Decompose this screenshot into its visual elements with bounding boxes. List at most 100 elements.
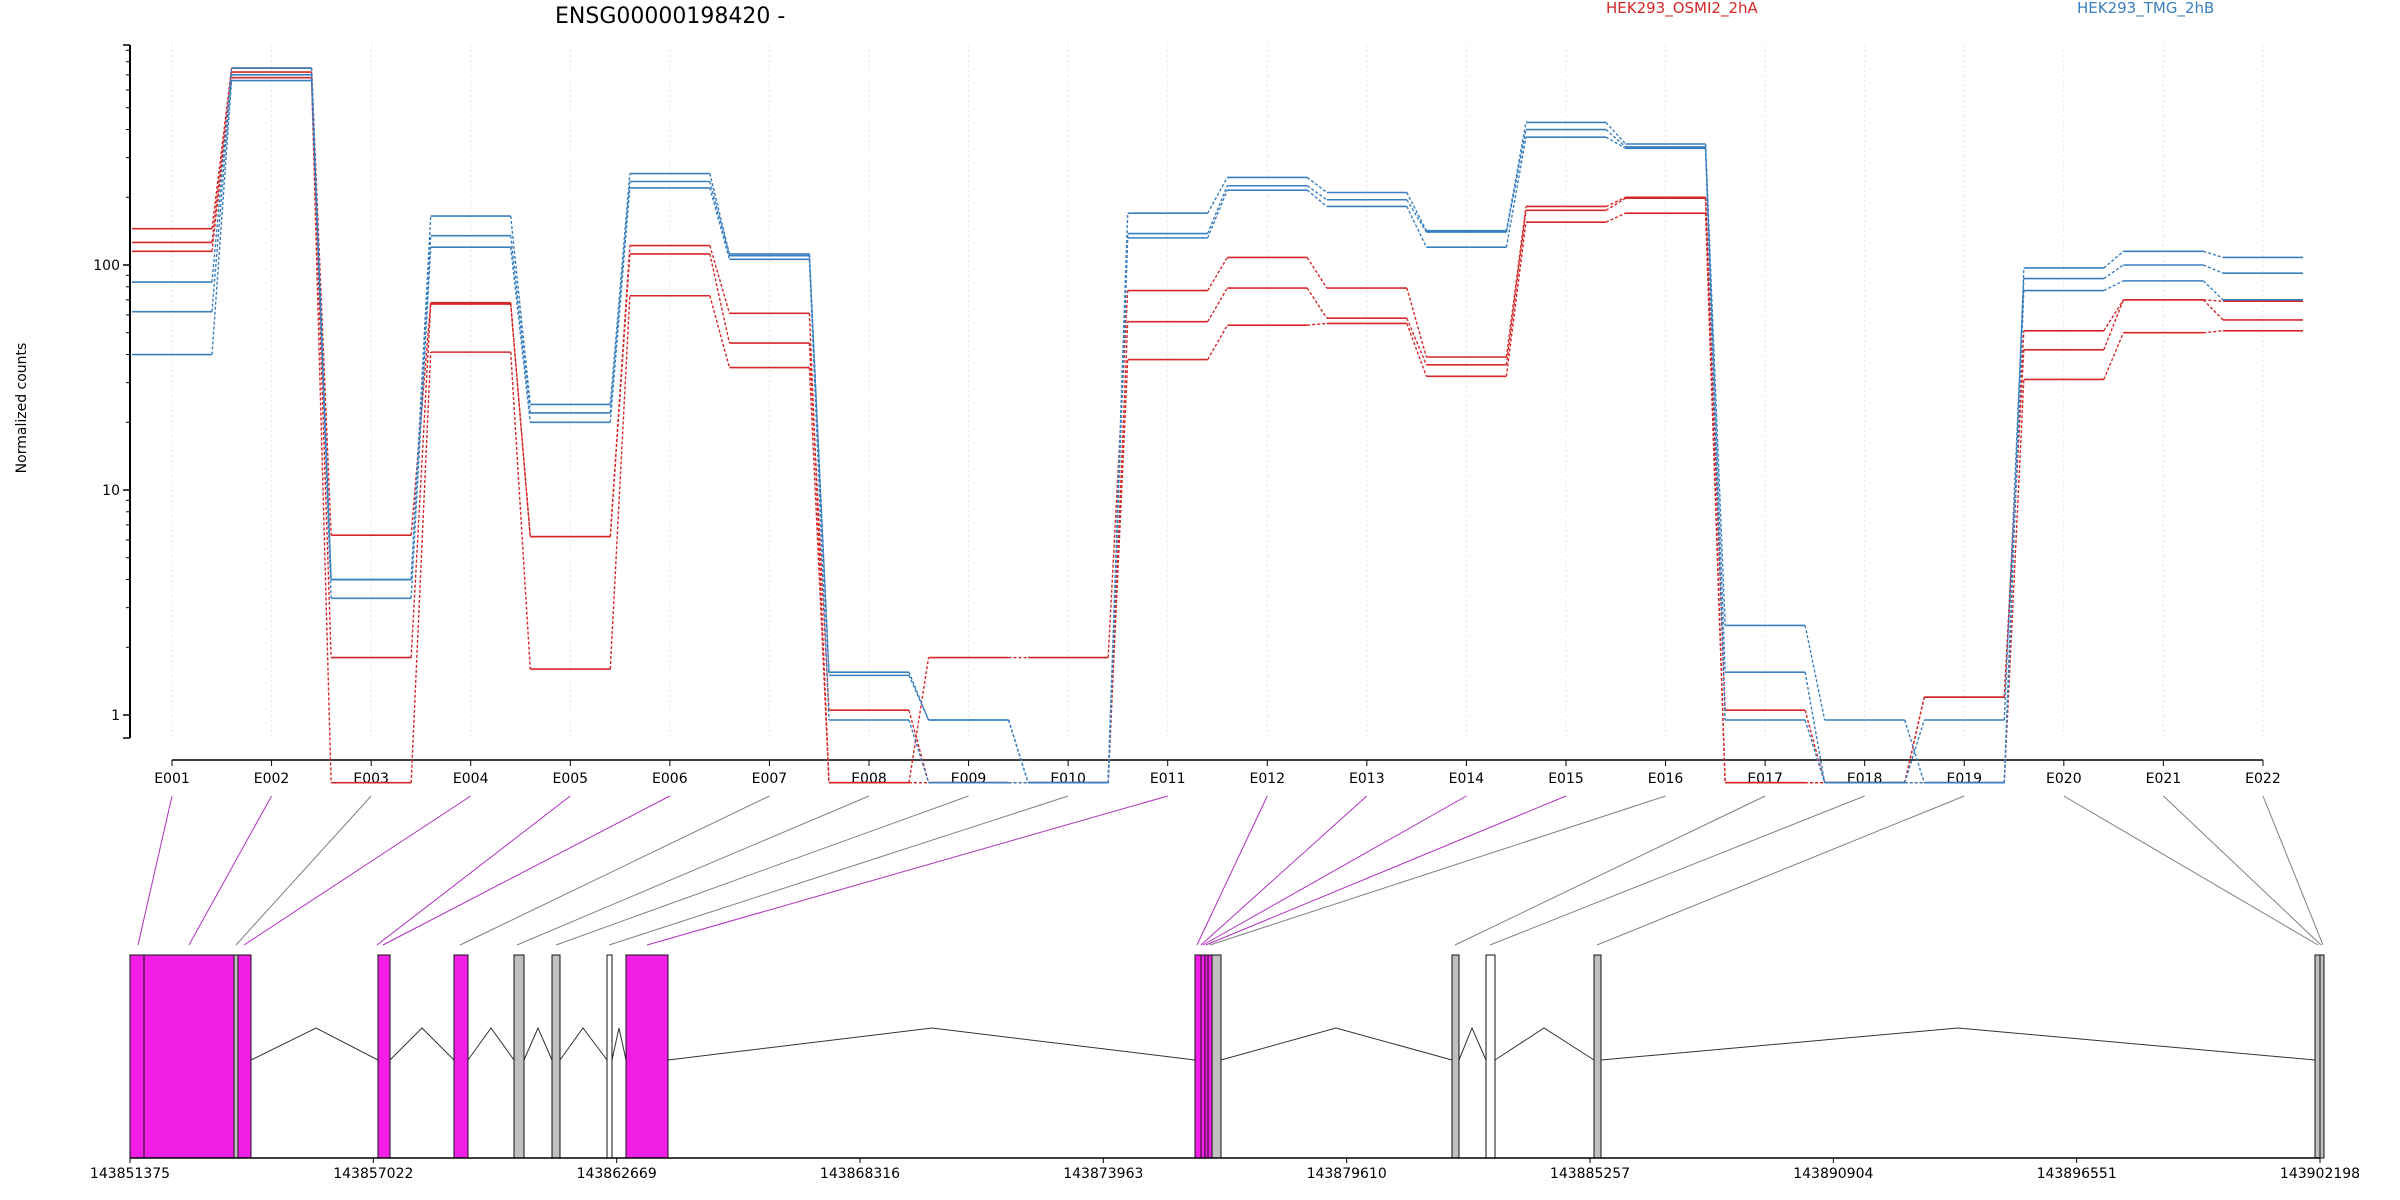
legend-label-tmg: HEK293_TMG_2hB <box>2077 0 2214 18</box>
series-connector <box>1605 197 1626 211</box>
coordinate-label: 143902198 <box>2280 1166 2360 1182</box>
series-connector <box>1804 672 1826 783</box>
connector-e008 <box>516 795 870 946</box>
x-tick-label-e014: E014 <box>1449 771 1485 787</box>
x-tick-label-e009: E009 <box>951 771 987 787</box>
series-connector <box>1406 206 1428 248</box>
series-connector <box>908 710 930 783</box>
series-connector <box>2103 264 2124 280</box>
series-connector <box>211 68 233 283</box>
connector-e007 <box>459 795 770 946</box>
series-connector <box>1605 196 1626 208</box>
x-tick-label-e017: E017 <box>1747 771 1783 787</box>
chart-title: ENSG00000198420 - <box>555 4 785 29</box>
series-connector <box>908 719 930 783</box>
coordinate-label: 143896551 <box>2037 1166 2117 1182</box>
series-connector <box>1605 121 1627 145</box>
series-connector <box>609 295 631 670</box>
series-connector <box>410 352 432 783</box>
exon-box <box>1211 954 1222 1159</box>
intron-line <box>559 1027 608 1061</box>
series-connector <box>1505 129 1527 233</box>
series-connector <box>1605 136 1626 149</box>
connector-e009 <box>555 795 969 946</box>
series-connector <box>2103 250 2124 269</box>
series-connector <box>1904 719 1925 783</box>
x-tick-label-e022: E022 <box>2245 771 2281 787</box>
series-connector <box>1306 257 1328 289</box>
connector-e018 <box>1489 795 1865 946</box>
x-tick-label-e019: E019 <box>1946 771 1982 787</box>
coordinate-label: 143879610 <box>1307 1166 1387 1182</box>
series-connector <box>709 173 731 255</box>
x-tick-label-e015: E015 <box>1548 771 1584 787</box>
connector-e015 <box>1205 795 1567 946</box>
connector-e004 <box>243 795 471 946</box>
series-connector <box>510 352 531 670</box>
series-connector <box>410 304 432 658</box>
exon-box <box>625 954 669 1159</box>
intron-line <box>611 1027 627 1061</box>
series-lines <box>132 67 2303 784</box>
grid-lines <box>171 45 2264 738</box>
exon-box <box>1200 954 1206 1159</box>
series-connector <box>1207 185 1228 234</box>
series-connector <box>1207 287 1228 323</box>
connector-e014 <box>1202 795 1467 946</box>
connector-e020 <box>2063 795 2319 946</box>
series-connector <box>1605 129 1627 148</box>
coordinate-label: 143862669 <box>577 1166 657 1182</box>
intron-line <box>1458 1026 1487 1061</box>
x-tick-label-e013: E013 <box>1349 771 1385 787</box>
exon-box <box>143 954 235 1159</box>
coordinate-label: 143885257 <box>1550 1166 1630 1182</box>
series-connector <box>310 77 332 783</box>
gene-model <box>129 954 2325 1159</box>
series-connector <box>510 247 531 423</box>
series-connector <box>1406 199 1428 233</box>
x-tick-label-e006: E006 <box>652 771 688 787</box>
x-tick-label-e005: E005 <box>552 771 588 787</box>
intron-line <box>467 1027 515 1061</box>
x-tick-label-e008: E008 <box>851 771 887 787</box>
x-tick-label-e003: E003 <box>353 771 389 787</box>
series-connector <box>2203 250 2224 259</box>
exon-box <box>1194 954 1202 1159</box>
exon-box <box>129 954 145 1159</box>
y-axis-label: Normalized counts <box>14 343 30 474</box>
series-connector <box>1505 206 1527 358</box>
connector-e006 <box>382 795 671 946</box>
x-tick-label-e018: E018 <box>1847 771 1883 787</box>
series-connector <box>2203 299 2224 302</box>
series-connector <box>1704 148 1726 721</box>
connector-e011 <box>646 795 1168 946</box>
exon-box <box>233 954 239 1159</box>
exon-box <box>551 954 561 1159</box>
series-connector <box>2202 299 2224 321</box>
series-connector <box>1505 122 1527 231</box>
series-connector <box>1406 192 1428 232</box>
x-tick-label-e016: E016 <box>1648 771 1684 787</box>
exon-box <box>453 954 469 1159</box>
coordinate-label: 143851375 <box>90 1166 170 1182</box>
intron-line <box>1494 1027 1595 1061</box>
series-connector <box>2103 332 2125 380</box>
series-connector <box>1505 222 1527 377</box>
series-connector <box>510 304 531 537</box>
series-connector <box>609 253 631 537</box>
series-connector <box>1904 697 1925 783</box>
connector-e012 <box>1196 795 1268 946</box>
series-connector <box>1804 719 1826 783</box>
series-connector <box>1505 210 1527 365</box>
series-connector <box>908 675 930 721</box>
connector-e016 <box>1209 795 1666 946</box>
x-tick-label-e012: E012 <box>1249 771 1285 787</box>
series-connector <box>1307 322 1327 326</box>
series-connector <box>2103 299 2124 332</box>
exon-box <box>1451 954 1460 1159</box>
series-connector <box>510 215 531 405</box>
series-connector <box>609 173 631 405</box>
series-connector <box>211 68 233 229</box>
series-connector <box>1605 212 1626 223</box>
